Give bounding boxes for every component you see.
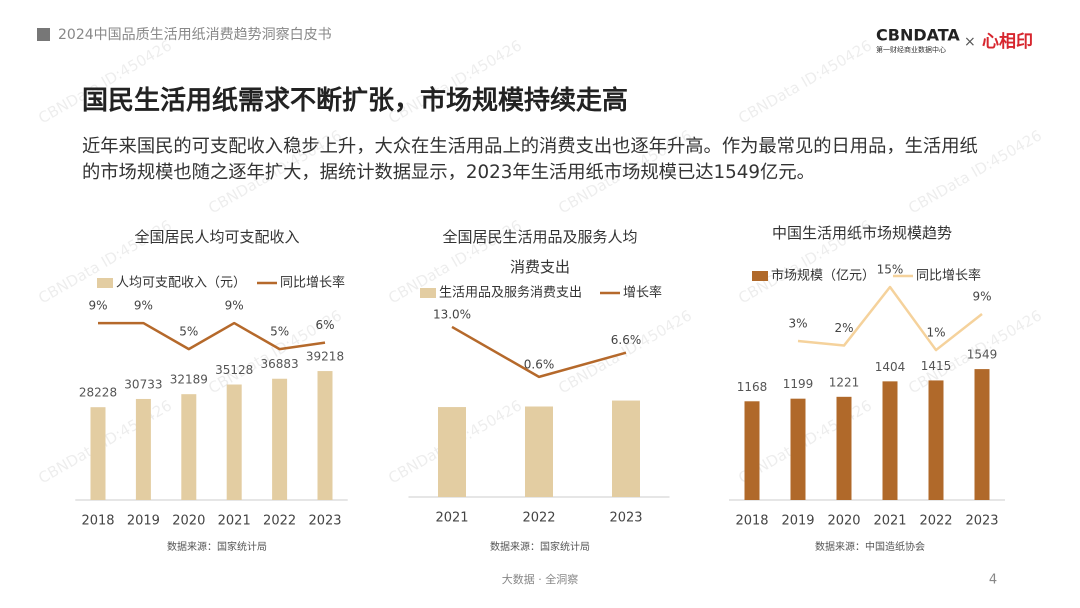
x-tick-label: 2019 (127, 514, 160, 529)
bar-value-label: 1221 (829, 375, 860, 389)
legend-swatch (97, 278, 113, 288)
slide-title: 国民生活用纸需求不断扩张，市场规模持续走高 (82, 86, 629, 116)
line-value-label: 9% (225, 299, 244, 313)
bar-value-label: 35128 (215, 363, 253, 377)
line-value-label: 6.6% (611, 333, 642, 347)
growth-line (797, 285, 983, 352)
bar (226, 384, 242, 500)
x-tick-label: 2021 (435, 511, 468, 526)
x-tick-label: 2021 (873, 514, 906, 529)
bar (744, 401, 760, 500)
line-value-label: 9% (88, 299, 107, 313)
x-tick-label: 2021 (218, 514, 251, 529)
line-value-label: 2% (834, 321, 853, 335)
partner-logo: 心相印 (982, 31, 1033, 52)
x-tick-label: 2023 (609, 511, 642, 526)
footer-tagline: 大数据 · 全洞察 (502, 572, 579, 586)
bar-value-label: 1168 (737, 380, 768, 394)
line-value-label: 0.6% (524, 357, 555, 371)
line-value-label: 9% (134, 299, 153, 313)
legend-label: 生活用品及服务消费支出 (439, 285, 582, 301)
legend-label: 增长率 (623, 285, 662, 301)
legend-label: 市场规模（亿元） (771, 268, 875, 284)
line-value-label: 6% (315, 318, 334, 332)
data-source: 数据来源：国家统计局 (490, 540, 590, 553)
bar (181, 394, 197, 500)
x-tick-label: 2018 (735, 514, 768, 529)
x-tick-label: 2022 (522, 511, 555, 526)
x-tick-label: 2020 (827, 514, 860, 529)
legend-label: 同比增长率 (280, 275, 345, 291)
bar (90, 407, 106, 500)
growth-line (451, 325, 627, 379)
legend-label: 同比增长率 (916, 268, 981, 284)
line-value-label: 9% (972, 290, 991, 304)
slide-body: 近年来国民的可支配收入稳步上升，大众在生活用品上的消费支出也逐年升高。作为最常见… (82, 136, 978, 183)
line-value-label: 15% (877, 263, 904, 277)
bar-value-label: 1404 (875, 360, 906, 374)
bar (882, 381, 898, 500)
x-tick-label: 2023 (965, 514, 998, 529)
bar-value-label: 36883 (261, 357, 299, 371)
watermark: CBNData ID:450426 (735, 36, 875, 127)
legend-swatch (752, 271, 768, 281)
report-name: 2024中国品质生活用纸消费趋势洞察白皮书 (58, 26, 332, 43)
bar (928, 380, 944, 500)
bar (272, 378, 288, 500)
data-source: 数据来源：中国造纸协会 (815, 540, 925, 553)
x-tick-label: 2019 (781, 514, 814, 529)
chart-title: 中国生活用纸市场规模趋势 (771, 224, 952, 242)
x-tick-label: 2023 (308, 514, 341, 529)
line-value-label: 13.0% (433, 307, 471, 321)
bar (974, 369, 990, 500)
bar (317, 371, 333, 500)
bar (836, 396, 852, 500)
x-tick-label: 2022 (263, 514, 296, 529)
chart-title: 全国居民人均可支配收入 (134, 228, 300, 246)
x-tick-label: 2018 (81, 514, 114, 529)
bar-value-label: 1549 (967, 348, 998, 362)
line-value-label: 5% (270, 325, 289, 339)
bar-value-label: 30733 (124, 377, 162, 391)
line-value-label: 1% (926, 326, 945, 340)
header-square (37, 28, 50, 41)
bar (612, 400, 640, 497)
growth-line (98, 321, 326, 351)
brand-subtitle: 第一财经商业数据中心 (876, 45, 946, 54)
legend-swatch (420, 288, 436, 298)
x-tick-label: 2020 (172, 514, 205, 529)
bar (525, 406, 553, 497)
x-tick-label: 2022 (919, 514, 952, 529)
legend-label: 人均可支配收入（元） (116, 276, 246, 291)
chart-title: 全国居民生活用品及服务人均消费支出 (442, 228, 638, 276)
bar-value-label: 1415 (921, 359, 952, 373)
bar (135, 398, 151, 500)
bar-value-label: 32189 (170, 373, 208, 387)
page-number: 4 (989, 573, 997, 588)
bar-value-label: 39218 (306, 350, 344, 364)
line-value-label: 5% (179, 325, 198, 339)
brand-logo: CBNDATA (876, 26, 960, 45)
times-sign: × (964, 34, 976, 50)
line-value-label: 3% (788, 317, 807, 331)
bar-value-label: 28228 (79, 386, 117, 400)
bar-value-label: 1199 (783, 377, 814, 391)
data-source: 数据来源：国家统计局 (167, 540, 267, 553)
bar (790, 398, 806, 500)
bar (438, 407, 466, 497)
